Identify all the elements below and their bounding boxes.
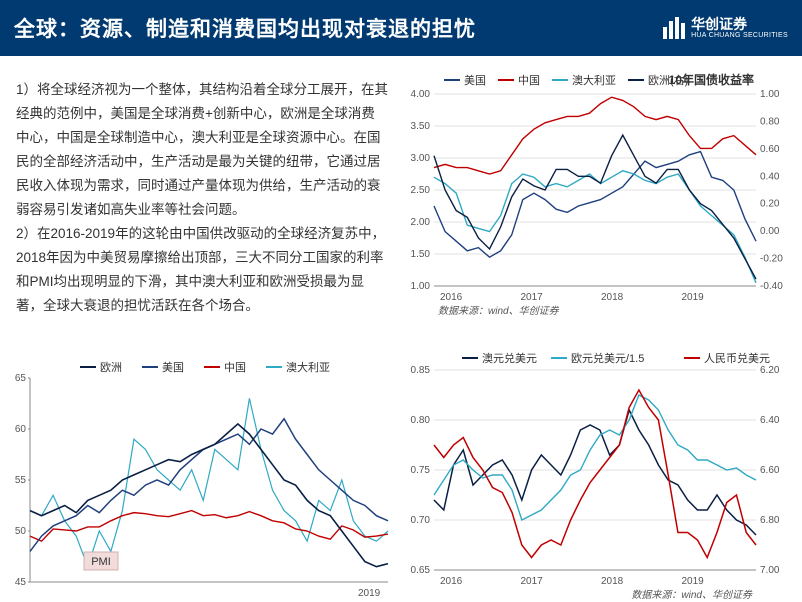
svg-text:2019: 2019 <box>358 588 381 599</box>
svg-text:6.60: 6.60 <box>760 465 780 476</box>
svg-text:澳大利亚: 澳大利亚 <box>286 360 330 374</box>
analysis-text: 1）将全球经济视为一个整体，其结构沿着全球分工展开，在其经典的范例中，美国是全球… <box>16 78 388 318</box>
logo-icon <box>663 17 685 39</box>
logo: 华创证券 HUA CHUANG SECURITIES <box>663 17 788 40</box>
chart-fx: 0.65 0.70 0.75 0.80 0.85 6.20 6.40 6.60 6.80 7.00… <box>400 346 790 602</box>
logo-text-en: HUA CHUANG SECURITIES <box>691 31 788 40</box>
svg-text:2017: 2017 <box>521 292 544 303</box>
svg-text:2019: 2019 <box>682 292 705 303</box>
svg-text:欧洲: 欧洲 <box>100 361 122 374</box>
page-title: 全球：资源、制造和消费国均出现对衰退的担忧 <box>14 13 476 43</box>
svg-text:人民币兑美元: 人民币兑美元 <box>704 351 770 365</box>
svg-text:0.70: 0.70 <box>411 515 431 526</box>
svg-text:0.20: 0.20 <box>760 199 780 210</box>
svg-text:中国: 中国 <box>518 74 540 87</box>
svg-text:0.85: 0.85 <box>411 365 431 376</box>
svg-text:3.00: 3.00 <box>411 153 431 164</box>
svg-text:0.60: 0.60 <box>760 144 780 155</box>
svg-text:6.80: 6.80 <box>760 515 780 526</box>
content: 1）将全球经济视为一个整体，其结构沿着全球分工展开，在其经典的范例中，美国是全球… <box>0 56 802 602</box>
svg-text:55: 55 <box>15 475 27 486</box>
svg-text:美国: 美国 <box>464 74 486 87</box>
svg-text:2.00: 2.00 <box>411 217 431 228</box>
svg-text:0.80: 0.80 <box>760 116 780 127</box>
svg-text:50: 50 <box>15 526 27 537</box>
svg-text:2019: 2019 <box>682 576 705 587</box>
svg-text:2016: 2016 <box>440 292 463 303</box>
svg-text:PMI: PMI <box>91 556 111 568</box>
svg-text:45: 45 <box>15 577 27 588</box>
header: 全球：资源、制造和消费国均出现对衰退的担忧 华创证券 HUA CHUANG SE… <box>0 0 802 56</box>
svg-text:0.00: 0.00 <box>760 226 780 237</box>
svg-text:3.50: 3.50 <box>411 121 431 132</box>
svg-text:2017: 2017 <box>521 576 544 587</box>
svg-text:澳元兑美元: 澳元兑美元 <box>482 351 537 365</box>
svg-text:60: 60 <box>15 424 27 435</box>
svg-text:6.20: 6.20 <box>760 365 780 376</box>
svg-text:6.40: 6.40 <box>760 415 780 426</box>
svg-text:1.00: 1.00 <box>760 89 780 100</box>
svg-text:2018: 2018 <box>601 292 624 303</box>
logo-text-cn: 华创证券 <box>691 17 788 31</box>
svg-text:数据来源：wind、华创证券: 数据来源：wind、华创证券 <box>631 589 753 601</box>
svg-text:2.50: 2.50 <box>411 185 431 196</box>
svg-text:-0.40: -0.40 <box>760 281 783 292</box>
svg-text:数据来源：wind、华创证券: 数据来源：wind、华创证券 <box>438 305 560 317</box>
paragraph-1: 1）将全球经济视为一个整体，其结构沿着全球分工展开，在其经典的范例中，美国是全球… <box>16 78 388 222</box>
svg-text:7.00: 7.00 <box>760 565 780 576</box>
chart-bond-yields: 1.00 1.50 2.00 2.50 3.00 3.50 4.00 -0.40 -0.20 0.… <box>400 68 790 318</box>
svg-text:1.50: 1.50 <box>411 249 431 260</box>
paragraph-2: 2）在2016-2019年的这轮由中国供改驱动的全球经济复苏中，2018年因为中… <box>16 222 388 318</box>
svg-text:1.00: 1.00 <box>411 281 431 292</box>
svg-text:2016: 2016 <box>440 576 463 587</box>
svg-text:-0.20: -0.20 <box>760 254 783 265</box>
svg-text:0.80: 0.80 <box>411 415 431 426</box>
svg-text:4.00: 4.00 <box>411 89 431 100</box>
svg-text:2018: 2018 <box>601 576 624 587</box>
chart-pmi: 45 50 55 60 65 欧洲 美国 中国 澳大利亚 PMI 2019 <box>6 356 396 602</box>
svg-text:0.75: 0.75 <box>411 465 431 476</box>
svg-text:10年国债收益率: 10年国债收益率 <box>669 72 754 87</box>
svg-text:中国: 中国 <box>224 361 246 374</box>
svg-text:0.40: 0.40 <box>760 171 780 182</box>
svg-text:欧元兑美元/1.5: 欧元兑美元/1.5 <box>571 351 644 365</box>
svg-text:美国: 美国 <box>162 361 184 374</box>
svg-text:65: 65 <box>15 373 27 384</box>
svg-text:0.65: 0.65 <box>411 565 431 576</box>
svg-text:澳大利亚: 澳大利亚 <box>572 73 616 87</box>
